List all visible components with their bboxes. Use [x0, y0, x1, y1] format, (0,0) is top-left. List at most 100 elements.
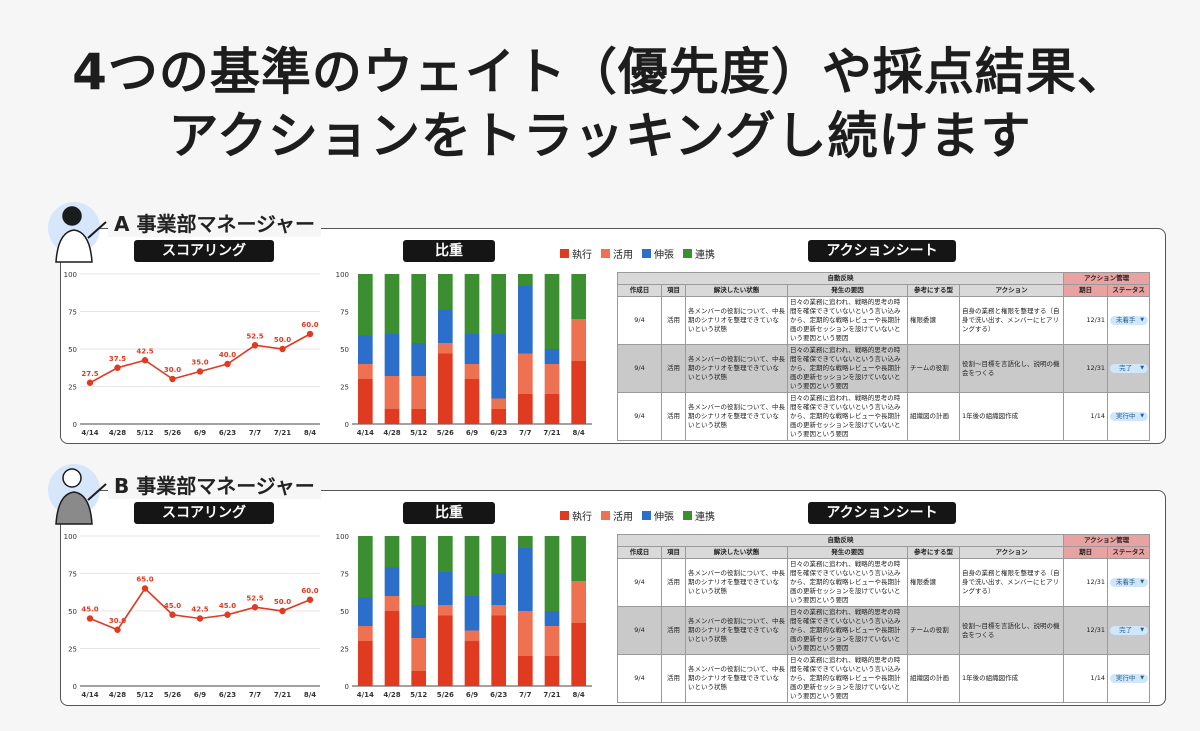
- bar-segment-utilization: [544, 364, 560, 394]
- manager-section: B 事業部マネージャー スコアリング 比重 アクションシート 執行 活用 伸張 連携 0 25 50…: [0, 262, 1200, 706]
- y-tick-label: 0: [73, 683, 77, 691]
- score-point: [306, 330, 314, 338]
- status-value: 実行中: [1115, 412, 1136, 420]
- score-data-label: 37.5: [109, 355, 126, 363]
- bar-segment-collaboration: [464, 536, 480, 596]
- bar-segment-collaboration: [384, 274, 400, 334]
- legend-swatch: [683, 511, 692, 520]
- cell-action: 役割〜目標を言語化し、説明の機会をつくる: [958, 606, 1065, 655]
- score-data-label: 40.0: [219, 351, 236, 359]
- y-tick-label: 50: [340, 346, 349, 354]
- cell-status: 実行中 ▼: [1107, 392, 1151, 441]
- scoring-title: スコアリング: [134, 240, 274, 262]
- table-group-header: 自動反映 アクション管理: [616, 534, 1151, 547]
- x-tick-label: 8/4: [304, 691, 316, 699]
- bar-segment-execution: [464, 379, 480, 424]
- column-header: 発生の要因: [787, 546, 908, 559]
- legend-label: 伸張: [654, 250, 674, 261]
- bar-segment-utilization: [571, 581, 586, 623]
- cell-desired-state: 各メンバーの役割について、中長期のシナリオを整理できていないという状態: [685, 654, 788, 703]
- x-tick-label: 7/21: [274, 691, 291, 699]
- table-row: 9/4 活用 各メンバーの役割について、中長期のシナリオを整理できていないという状態…: [617, 606, 1151, 655]
- x-tick-label: 7/21: [274, 429, 291, 437]
- cell-status: 未着手 ▼: [1107, 296, 1151, 345]
- cell-date: 9/4: [617, 392, 662, 441]
- status-value: 完了: [1119, 626, 1133, 634]
- cell-due-date: 12/31: [1063, 296, 1109, 345]
- bar-segment-execution: [438, 353, 453, 424]
- bar-segment-growth: [438, 572, 453, 605]
- status-dropdown[interactable]: 完了 ▼: [1110, 364, 1149, 373]
- bar-segment-utilization: [518, 353, 533, 394]
- status-dropdown[interactable]: 実行中 ▼: [1110, 674, 1149, 683]
- score-point: [196, 368, 204, 375]
- column-header: ステータス: [1107, 546, 1151, 559]
- status-dropdown[interactable]: 完了 ▼: [1110, 626, 1149, 635]
- legend-label: 伸張: [654, 512, 674, 523]
- status-dropdown[interactable]: 実行中 ▼: [1110, 412, 1149, 421]
- bar-segment-growth: [491, 334, 506, 399]
- cell-reference-type: 権限委譲: [907, 558, 960, 607]
- cell-desired-state: 各メンバーの役割について、中長期のシナリオを整理できていないという状態: [685, 606, 788, 655]
- bar-segment-execution: [358, 379, 373, 424]
- weight-stacked-bar-chart: 0 25 50 75 100 4/14 4/28 5/12 5/26 6/9 6/23 7/7 7/21…: [336, 271, 592, 437]
- column-header: 参考にする型: [907, 546, 960, 559]
- bar-segment-growth: [358, 597, 373, 626]
- y-tick-label: 0: [345, 683, 349, 691]
- y-tick-label: 25: [68, 646, 77, 654]
- column-header: 作成日: [617, 546, 662, 559]
- status-value: 未着手: [1115, 316, 1136, 324]
- score-point: [141, 585, 149, 592]
- bar-segment-execution: [571, 361, 586, 424]
- cell-item: 活用: [661, 558, 686, 607]
- cell-cause: 日々の業務に追われ、戦略的思考の時間を確保できていないという言い込みから、定期的…: [787, 606, 908, 655]
- legend-item: 活用: [601, 508, 633, 523]
- manager-title: B 事業部マネージャー: [108, 470, 321, 499]
- cell-action: 自身の業務と権限を整理する（自身で洗い出す、メンバーにヒアリングする）: [958, 296, 1065, 345]
- score-point: [224, 360, 231, 368]
- column-header: 解決したい状態: [685, 546, 788, 559]
- bar-segment-growth: [384, 334, 400, 376]
- bar-segment-execution: [544, 394, 560, 424]
- x-tick-label: 7/7: [519, 691, 531, 699]
- bar-segment-utilization: [518, 611, 533, 656]
- y-tick-label: 75: [340, 571, 349, 579]
- column-header: アクション: [958, 546, 1065, 559]
- bar-segment-utilization: [438, 343, 453, 354]
- cell-cause-text: 日々の業務に追われ、戦略的思考の時間を確保できていないという言い込みから、定期的…: [790, 298, 901, 342]
- chevron-down-icon: ▼: [1140, 579, 1145, 585]
- scoring-title: スコアリング: [134, 502, 274, 524]
- legend-label: 連携: [695, 250, 715, 261]
- status-dropdown[interactable]: 未着手 ▼: [1110, 578, 1149, 587]
- legend-swatch: [642, 511, 651, 520]
- status-dropdown[interactable]: 未着手 ▼: [1110, 316, 1149, 325]
- bar-segment-utilization: [464, 630, 480, 641]
- table-row: 9/4 活用 各メンバーの役割について、中長期のシナリオを整理できていないという状態…: [617, 558, 1151, 607]
- x-tick-label: 6/9: [466, 691, 478, 699]
- x-tick-label: 5/12: [136, 691, 153, 699]
- cell-action: 1年後の組織図作成: [958, 654, 1065, 703]
- headline-line-1: 4つの基準のウェイト（優先度）や採点結果、: [72, 43, 1128, 101]
- x-tick-label: 5/12: [410, 691, 427, 699]
- x-tick-label: 5/26: [164, 429, 181, 437]
- action-sheet-title: アクションシート: [808, 502, 956, 524]
- bar-segment-growth: [518, 548, 533, 611]
- legend-label: 執行: [572, 512, 592, 523]
- bar-segment-collaboration: [438, 536, 453, 572]
- score-point: [279, 607, 286, 615]
- bar-segment-execution: [491, 615, 506, 686]
- weight-title: 比重: [403, 502, 495, 524]
- table-row: 9/4 活用 各メンバーの役割について、中長期のシナリオを整理できていないという状態…: [617, 654, 1151, 703]
- bar-segment-collaboration: [518, 274, 533, 286]
- cell-desired-state: 各メンバーの役割について、中長期のシナリオを整理できていないという状態: [685, 344, 788, 393]
- score-point: [251, 604, 259, 611]
- score-data-label: 50.0: [274, 336, 291, 344]
- bar-segment-growth: [464, 596, 480, 631]
- cell-reference-type: 組織図の計画: [907, 392, 960, 441]
- x-tick-label: 5/12: [410, 429, 427, 437]
- bar-segment-execution: [384, 409, 400, 424]
- bar-segment-collaboration: [571, 536, 586, 581]
- score-point: [196, 615, 204, 622]
- cell-cause-text: 日々の業務に追われ、戦略的思考の時間を確保できていないという言い込みから、定期的…: [790, 560, 901, 604]
- score-point: [224, 611, 231, 618]
